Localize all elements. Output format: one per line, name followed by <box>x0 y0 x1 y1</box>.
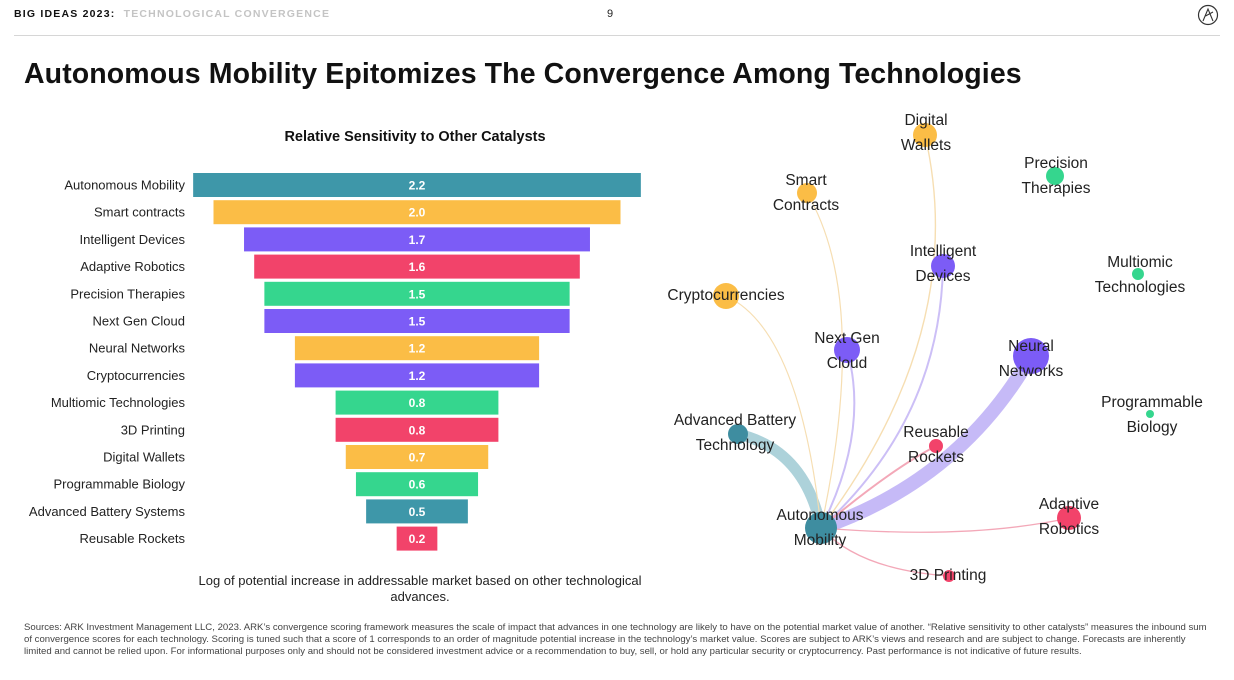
category-label-intelligent-devices: Intelligent Devices <box>80 232 186 247</box>
category-label-digital-wallets: Digital Wallets <box>103 450 185 465</box>
node-label-rockets: Reusable Rockets <box>903 424 969 466</box>
node-label-nextgen: Next Gen Cloud <box>814 330 879 372</box>
node-label-precision: Precision Therapies <box>1022 155 1091 197</box>
bar-multiomic-technologies <box>335 390 499 415</box>
node-label-multiomic: Multiomic Technologies <box>1095 254 1186 296</box>
convergence-network-diagram: Autonomous Mobility Digital Wallets Precisio… <box>667 112 1203 584</box>
node-label-digital-wallets: Digital Wallets <box>901 112 951 154</box>
node-battery <box>728 424 748 444</box>
ark-logo-icon <box>1197 4 1219 26</box>
category-label-advanced-battery-systems: Advanced Battery Systems <box>29 504 186 519</box>
category-label-smart-contracts: Smart contracts <box>94 205 186 220</box>
node-multiomic <box>1132 268 1144 280</box>
node-programmable <box>1146 410 1154 418</box>
bar-precision-therapies <box>264 281 570 306</box>
node-crypto <box>713 283 739 309</box>
bar-programmable-biology <box>355 472 479 497</box>
value-label-intelligent-devices: 1.7 <box>409 233 426 247</box>
value-label-next-gen-cloud: 1.5 <box>409 315 426 329</box>
node-neural <box>1013 338 1049 374</box>
bar-autonomous-mobility <box>193 173 641 197</box>
node-label-neural: Neural Networks <box>999 338 1064 380</box>
node-smart <box>797 183 817 203</box>
edge-rockets-to-autonomous <box>820 445 937 529</box>
page-header: BIG IDEAS 2023: TECHNOLOGICAL CONVERGENC… <box>0 0 1234 36</box>
header-divider <box>14 35 1220 36</box>
sources-footnote: Sources: ARK Investment Management LLC, … <box>24 622 1207 658</box>
node-label-battery: Advanced Battery Technology <box>674 412 797 454</box>
bar-digital-wallets <box>345 445 489 469</box>
category-label-next-gen-cloud: Next Gen Cloud <box>93 314 186 329</box>
header-breadcrumb: BIG IDEAS 2023: TECHNOLOGICAL CONVERGENC… <box>14 8 330 20</box>
node-label-crypto: Cryptocurrencies <box>667 287 784 304</box>
category-label-reusable-rockets: Reusable Rockets <box>80 531 186 546</box>
category-label-multiomic-technologies: Multiomic Technologies <box>51 395 186 410</box>
node-label-printing: 3D Printing <box>910 567 987 584</box>
category-label-precision-therapies: Precision Therapies <box>70 286 185 301</box>
edge-adaptive-to-autonomous <box>820 517 1070 533</box>
edge-crypto-to-autonomous <box>725 295 822 529</box>
bar-intelligent-devices <box>244 227 590 252</box>
edge-neural-to-autonomous <box>814 349 1038 535</box>
bar-adaptive-robotics <box>254 254 580 279</box>
value-label-adaptive-robotics: 1.6 <box>409 260 426 274</box>
node-label-programmable: Programmable Biology <box>1101 394 1203 436</box>
header-topic: TECHNOLOGICAL CONVERGENCE <box>123 8 331 20</box>
value-label-cryptocurrencies: 1.2 <box>409 369 426 383</box>
node-nextgen <box>834 337 860 363</box>
value-label-neural-networks: 1.2 <box>409 342 426 356</box>
value-label-autonomous-mobility: 2.2 <box>409 179 426 193</box>
value-label-advanced-battery-systems: 0.5 <box>409 505 426 519</box>
bar-smart-contracts <box>213 200 621 225</box>
category-label-3d-printing: 3D Printing <box>121 422 185 437</box>
node-digital-wallets <box>913 123 937 147</box>
node-autonomous <box>805 512 837 544</box>
header-series: BIG IDEAS 2023: <box>14 8 116 20</box>
bar-advanced-battery-systems <box>366 499 468 524</box>
node-precision <box>1046 167 1064 185</box>
bar-3d-printing <box>335 417 499 442</box>
page-title: Autonomous Mobility Epitomizes The Conve… <box>24 58 1022 90</box>
category-label-programmable-biology: Programmable Biology <box>53 477 185 492</box>
bar-cryptocurrencies <box>294 363 540 388</box>
sensitivity-bar-chart: Autonomous Mobility 2.2 Smart contracts 2.0… <box>29 173 641 551</box>
bar-neural-networks <box>294 336 540 361</box>
node-intelligent <box>931 254 955 278</box>
node-label-adaptive: Adaptive Robotics <box>1039 496 1100 538</box>
edge-nextgen-to-autonomous <box>820 349 856 529</box>
edge-intelligent-to-autonomous <box>820 265 944 529</box>
value-label-precision-therapies: 1.5 <box>409 287 426 301</box>
page-number: 9 <box>607 8 614 20</box>
value-label-programmable-biology: 0.6 <box>409 478 426 492</box>
node-label-autonomous: Autonomous Mobility <box>776 507 863 549</box>
value-label-smart-contracts: 2.0 <box>409 206 426 220</box>
node-label-smart: Smart Contracts <box>773 172 840 214</box>
value-label-digital-wallets: 0.7 <box>409 451 426 465</box>
bar-chart-title: Relative Sensitivity to Other Catalysts <box>284 129 546 145</box>
category-label-cryptocurrencies: Cryptocurrencies <box>87 368 186 383</box>
bar-reusable-rockets <box>396 526 438 551</box>
node-adaptive <box>1057 506 1081 530</box>
value-label-3d-printing: 0.8 <box>409 423 426 437</box>
edge-digital-wallets-to-autonomous <box>820 134 937 529</box>
node-rockets <box>929 439 943 453</box>
bar-next-gen-cloud <box>264 309 570 333</box>
category-label-neural-networks: Neural Networks <box>89 341 186 356</box>
value-label-multiomic-technologies: 0.8 <box>409 396 426 410</box>
edge-battery-to-autonomous <box>732 428 827 534</box>
category-label-autonomous-mobility: Autonomous Mobility <box>64 178 185 193</box>
node-label-intelligent: Intelligent Devices <box>910 243 977 285</box>
value-label-reusable-rockets: 0.2 <box>409 532 426 546</box>
node-printing <box>943 570 955 582</box>
edge-smart-to-autonomous <box>806 192 844 529</box>
bar-chart-caption: Log of potential increase in addressable… <box>198 573 642 604</box>
category-label-adaptive-robotics: Adaptive Robotics <box>80 259 185 274</box>
